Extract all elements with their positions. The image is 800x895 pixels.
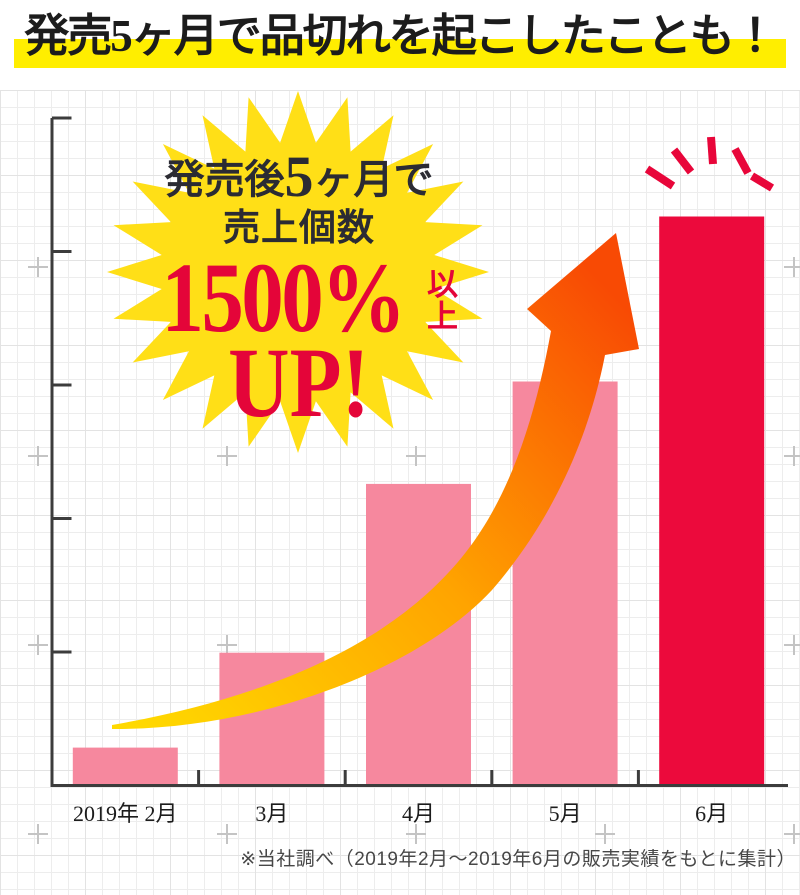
starburst-text: 発売後5ヶ月で 売上個数 1500% 以上 UP! (103, 148, 495, 438)
grid-cross (784, 635, 800, 655)
x-axis-label: 2019年 2月 (73, 801, 178, 826)
axes (50, 116, 788, 787)
page-title: 発売5ヶ月で品切れを起こしたことも！ (0, 4, 800, 70)
grid-cross (28, 824, 48, 844)
burst-percentage: 1500% (160, 242, 406, 353)
ray-line (707, 136, 717, 165)
axis-lines (50, 118, 788, 787)
x-axis-ticks (197, 770, 640, 786)
grid-cross (217, 446, 237, 466)
ray-line (749, 172, 775, 192)
x-axis-label: 4月 (401, 801, 435, 826)
growth-arrow (112, 233, 639, 730)
burst-up-text: UP! (228, 327, 370, 438)
burst-line1-suffix: ヶ月で (313, 157, 434, 202)
burst-ijou-suffix: 以上 (427, 267, 458, 334)
grid-cross (784, 824, 800, 844)
bar-4 (659, 216, 765, 786)
ray-line (731, 147, 752, 175)
y-axis-ticks (52, 116, 72, 654)
grid-cross (406, 446, 426, 466)
grid-cross (217, 635, 237, 655)
x-axis-label: 3月 (255, 801, 289, 826)
grid-cross (28, 257, 48, 277)
bar-0 (72, 747, 178, 786)
burst-line3: 1500% 以上 (103, 242, 495, 353)
ray-line (670, 147, 695, 175)
grid-cross (28, 635, 48, 655)
emphasis-rays (644, 136, 775, 192)
grid-cross (784, 446, 800, 466)
burst-line1-number: 5 (284, 144, 314, 209)
burst-line1-prefix: 発売後 (164, 157, 285, 202)
grid-cross (28, 446, 48, 466)
burst-line2: 売上個数 (223, 208, 375, 249)
source-note: ※当社調べ（2019年2月～2019年6月の販売実績をもとに集計） (240, 849, 796, 870)
grid-cross (784, 257, 800, 277)
x-axis-label: 5月 (548, 801, 582, 826)
grid-cross (217, 824, 237, 844)
starburst-badge (107, 91, 489, 453)
grid-cross (406, 824, 426, 844)
grid-cross (595, 824, 615, 844)
ray-line (644, 165, 676, 190)
x-axis-label: 6月 (695, 801, 729, 826)
burst-line1: 発売後5ヶ月で (103, 148, 495, 206)
heading-text: 発売5ヶ月で品切れを起こしたことも！ (14, 4, 786, 68)
